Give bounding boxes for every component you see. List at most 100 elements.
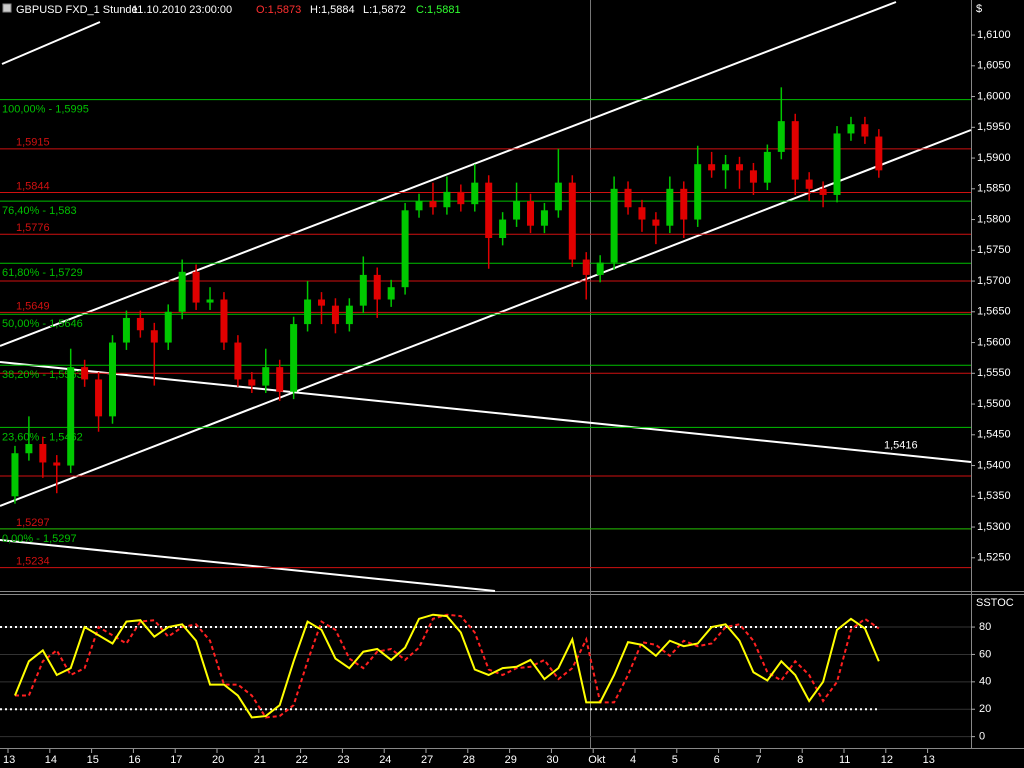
candle-body: [345, 305, 353, 325]
y-tick-label: 1,5400: [977, 459, 1011, 471]
y-tick-label: 1,5800: [977, 213, 1011, 225]
candle-body: [25, 444, 33, 454]
candle-body: [415, 201, 423, 211]
y-tick-label: 1,6050: [977, 60, 1011, 72]
y-tick-label: 1,5650: [977, 306, 1011, 318]
candle-body: [109, 342, 116, 417]
currency: $: [976, 3, 982, 15]
trend-line: [1, 21, 101, 65]
candle-body: [206, 299, 214, 303]
candle-body: [39, 444, 47, 463]
candle-body: [875, 136, 883, 171]
candle-body: [122, 317, 130, 343]
candle-body: [582, 259, 590, 275]
candle-body: [847, 124, 855, 134]
candle-body: [81, 367, 89, 380]
y-tick-label: 1,5950: [977, 121, 1011, 133]
candle-body: [192, 271, 200, 303]
candle-body: [833, 133, 841, 195]
candle-body: [304, 299, 312, 325]
x-tick-label: 24: [379, 754, 391, 766]
fib-level-label: 38,20% - 1,5563: [2, 369, 83, 381]
y-tick-label: 1,5700: [977, 275, 1011, 287]
x-tick-label: 15: [87, 754, 99, 766]
candle-body: [791, 121, 799, 180]
y-tick-label: 1,6000: [977, 90, 1011, 102]
open-price: O:1,5873: [256, 4, 301, 16]
x-tick-label: 16: [128, 754, 140, 766]
candle-body: [652, 219, 660, 226]
candle-body: [568, 182, 576, 260]
low-price: L:1,5872: [363, 4, 406, 16]
trend-line: [0, 539, 496, 592]
indicator-title: SSTOC: [976, 597, 1014, 609]
close-price: C:1,5881: [416, 4, 461, 16]
x-tick-label: 29: [505, 754, 517, 766]
candle-body: [248, 379, 256, 386]
symbol: GBPUSD FXD_1 Stunde: [16, 4, 138, 16]
candle-body: [736, 164, 743, 171]
candle-body: [290, 324, 298, 392]
candle-body: [11, 453, 19, 497]
y-tick-label: 1,5750: [977, 244, 1011, 256]
fib-level-label: 0,00% - 1,5297: [2, 533, 77, 545]
candle-body: [610, 188, 618, 263]
trend-line: [0, 1, 897, 347]
candle-body: [318, 299, 325, 306]
indicator-line: [14, 613, 880, 719]
x-tick-label: 22: [296, 754, 308, 766]
candle-body: [763, 151, 771, 183]
x-tick-label: 8: [797, 754, 803, 766]
y-tick-label: 0: [979, 731, 985, 743]
high-price: H:1,5884: [310, 4, 355, 16]
candle-body: [777, 121, 785, 152]
y-tick-label: 40: [979, 676, 991, 688]
candle-body: [457, 191, 465, 205]
candle-body: [638, 207, 646, 220]
x-tick-label: 21: [254, 754, 266, 766]
y-tick-label: 1,5350: [977, 490, 1011, 502]
x-tick-label: 12: [881, 754, 893, 766]
x-tick-label: 6: [714, 754, 720, 766]
candle-body: [666, 188, 674, 226]
candle-body: [540, 210, 548, 226]
fib-level-label: 61,80% - 1,5729: [2, 267, 83, 279]
x-tick-label: 13: [923, 754, 935, 766]
candle-body: [359, 274, 367, 306]
x-tick-label: 23: [337, 754, 349, 766]
x-tick-label: 27: [421, 754, 433, 766]
candle-body: [443, 191, 451, 208]
candle-body: [819, 188, 827, 195]
x-tick-label: Okt: [588, 754, 605, 766]
y-tick-label: 1,5500: [977, 398, 1011, 410]
price-level-label: 1,5234: [16, 556, 50, 568]
candle-body: [527, 201, 534, 226]
y-tick-label: 1,5550: [977, 367, 1011, 379]
symbol-icon: [2, 3, 12, 13]
y-tick-label: 1,6100: [977, 29, 1011, 41]
price-level-label: 1,5776: [16, 222, 50, 234]
candle-body: [485, 182, 493, 238]
x-tick-label: 20: [212, 754, 224, 766]
candle-body: [387, 287, 395, 300]
candle-body: [53, 462, 61, 466]
candle-body: [680, 188, 688, 220]
x-tick-label: 4: [630, 754, 636, 766]
x-tick-label: 13: [3, 754, 15, 766]
x-tick-label: 5: [672, 754, 678, 766]
x-tick-label: 30: [546, 754, 558, 766]
candle-body: [150, 330, 158, 343]
y-tick-label: 60: [979, 648, 991, 660]
candle-body: [276, 367, 284, 392]
y-tick-label: 1,5450: [977, 429, 1011, 441]
candle-body: [624, 188, 632, 208]
y-tick-label: 1,5850: [977, 183, 1011, 195]
candle-body: [861, 124, 869, 137]
y-tick-label: 1,5250: [977, 552, 1011, 564]
y-tick-label: 20: [979, 703, 991, 715]
candle-body: [178, 271, 186, 312]
price-level-label: 1,5649: [16, 300, 50, 312]
trend-line: [0, 361, 972, 463]
y-tick-label: 1,5600: [977, 336, 1011, 348]
fib-level-label: 76,40% - 1,583: [2, 205, 77, 217]
